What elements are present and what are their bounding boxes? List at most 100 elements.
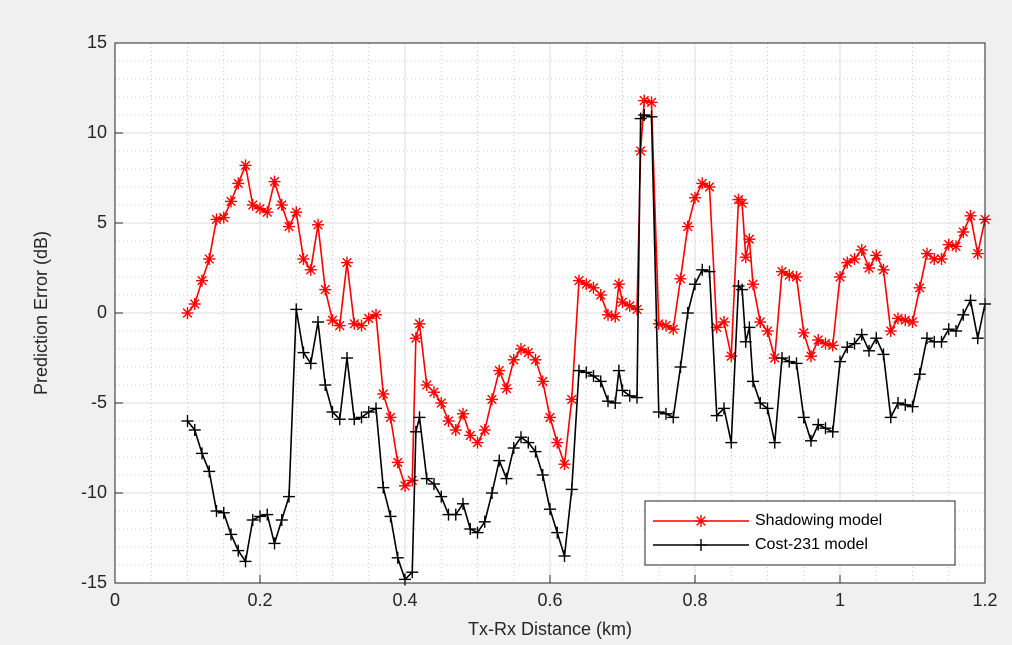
marker xyxy=(420,472,433,485)
marker xyxy=(892,397,904,409)
marker xyxy=(333,319,346,332)
marker xyxy=(409,332,422,345)
marker xyxy=(377,481,390,494)
marker xyxy=(950,240,962,253)
marker-stroke xyxy=(189,299,200,309)
marker xyxy=(471,526,484,539)
marker-stroke xyxy=(472,437,483,448)
marker xyxy=(246,514,259,526)
marker-stroke xyxy=(371,309,381,320)
marker xyxy=(957,226,970,238)
marker-stroke xyxy=(878,264,889,275)
marker-stroke xyxy=(603,309,613,320)
marker xyxy=(384,411,397,424)
marker xyxy=(797,411,810,424)
marker xyxy=(312,316,324,328)
marker-stroke xyxy=(530,354,541,365)
marker xyxy=(348,317,361,330)
marker xyxy=(217,506,230,519)
marker-stroke xyxy=(233,178,244,189)
marker xyxy=(747,278,759,291)
legend-label: Cost-231 model xyxy=(755,536,868,553)
marker-stroke xyxy=(668,324,679,335)
marker-stroke xyxy=(378,389,389,399)
marker xyxy=(623,389,636,402)
marker xyxy=(899,314,912,327)
marker xyxy=(355,319,368,332)
marker-stroke xyxy=(893,313,903,324)
marker xyxy=(239,159,252,172)
marker xyxy=(638,109,651,121)
marker xyxy=(667,411,680,424)
marker-stroke xyxy=(965,210,976,221)
marker xyxy=(391,551,404,564)
marker xyxy=(580,366,593,379)
marker xyxy=(884,325,897,337)
marker xyxy=(290,206,303,219)
marker xyxy=(420,379,433,391)
marker xyxy=(558,550,571,562)
marker xyxy=(805,434,817,447)
marker xyxy=(370,308,382,321)
marker xyxy=(493,454,506,467)
marker-stroke xyxy=(958,227,969,237)
marker xyxy=(681,307,694,319)
marker-stroke xyxy=(269,176,280,187)
marker xyxy=(790,271,803,283)
y-axis-label: Prediction Error (dB) xyxy=(31,231,51,395)
marker-stroke xyxy=(508,354,519,365)
marker xyxy=(232,544,245,557)
marker xyxy=(790,357,803,370)
marker-stroke xyxy=(240,160,251,171)
marker xyxy=(464,429,477,442)
marker xyxy=(333,413,346,426)
marker-stroke xyxy=(255,203,265,214)
marker-stroke xyxy=(559,459,570,470)
marker xyxy=(834,271,846,283)
marker xyxy=(587,370,600,382)
marker-stroke xyxy=(624,300,635,311)
marker xyxy=(942,238,955,251)
marker xyxy=(841,341,854,354)
marker xyxy=(312,218,324,231)
marker xyxy=(616,384,629,397)
marker xyxy=(558,458,571,471)
marker xyxy=(892,312,904,325)
marker xyxy=(906,316,919,328)
marker xyxy=(435,490,448,503)
legend-label: Shadowing model xyxy=(755,512,882,529)
marker xyxy=(261,206,274,219)
marker xyxy=(435,397,448,409)
marker xyxy=(964,209,977,222)
marker xyxy=(210,505,223,517)
marker xyxy=(304,263,317,276)
marker xyxy=(950,325,962,337)
marker xyxy=(500,472,513,485)
legend: Shadowing model Cost-231 model xyxy=(644,500,956,566)
y-tick-label: -5 xyxy=(91,392,107,412)
y-tick-label: 5 xyxy=(97,212,107,232)
marker xyxy=(399,479,411,492)
marker-stroke xyxy=(871,250,882,261)
marker-stroke xyxy=(690,192,700,203)
marker-stroke xyxy=(334,320,345,331)
marker xyxy=(935,335,948,348)
marker-stroke xyxy=(769,353,780,363)
marker xyxy=(529,353,542,366)
marker-stroke xyxy=(226,196,236,207)
marker-stroke xyxy=(588,282,599,293)
marker-stroke xyxy=(936,254,947,264)
marker xyxy=(551,436,564,449)
marker-stroke xyxy=(342,257,352,268)
marker-stroke xyxy=(182,308,193,318)
marker xyxy=(877,348,890,361)
marker xyxy=(304,357,317,370)
marker-stroke xyxy=(929,254,940,264)
marker xyxy=(283,220,295,233)
y-tick-label: -10 xyxy=(81,482,107,502)
marker xyxy=(689,278,701,291)
marker xyxy=(783,269,796,282)
marker xyxy=(232,177,245,190)
marker xyxy=(326,406,339,418)
marker-stroke xyxy=(411,333,421,344)
